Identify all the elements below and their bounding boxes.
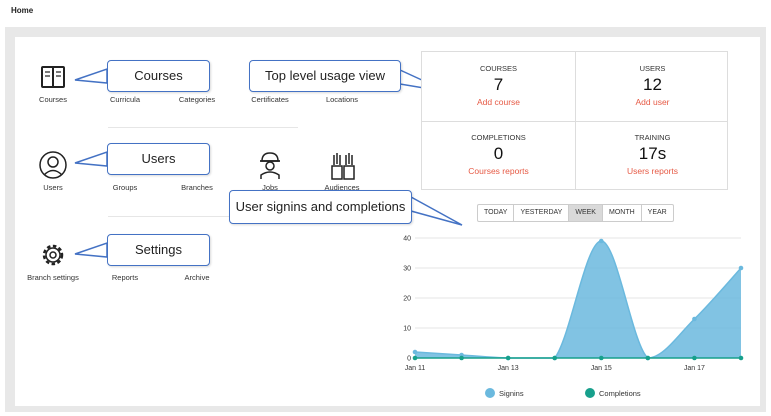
signins-point [412, 349, 418, 355]
divider [108, 216, 236, 217]
signins-point [738, 265, 744, 271]
y-tick-label: 30 [403, 266, 411, 273]
tile-jobs-label: Jobs [262, 183, 278, 192]
tile-groups-label: Groups [112, 183, 138, 192]
stat-courses: COURSES 7 Add course [422, 64, 575, 107]
stat-users-caption: USERS [639, 64, 666, 73]
users-callout: Users [107, 143, 210, 175]
y-tick-label: 20 [403, 296, 411, 303]
completions-point [459, 355, 464, 361]
tile-certificates-label: Certificates [251, 95, 289, 104]
stat-courses-value: 7 [493, 75, 504, 94]
top-bar: Home [0, 0, 771, 26]
signins-legend-swatch [485, 388, 495, 398]
tile-certificates[interactable]: Certificates [225, 60, 315, 104]
stat-training-value: 17s [638, 144, 667, 163]
x-tick-label: Jan 13 [498, 365, 519, 372]
tile-branches[interactable]: Branches [152, 148, 242, 192]
stat-training: TRAINING 17s Users reports [576, 133, 729, 176]
x-tick-label: Jan 11 [405, 365, 426, 372]
hands-raised-icon [331, 153, 355, 180]
tile-archive-label: Archive [184, 273, 210, 282]
range-week-button[interactable]: WEEK [569, 205, 603, 221]
stat-training-caption: TRAINING [634, 133, 671, 142]
signins-completions-chart: 0 10 20 30 40 Jan 11 Jan 13 Jan 15 Jan 17 Signins… [403, 236, 744, 398]
range-month-button[interactable]: MONTH [603, 205, 642, 221]
completions-point [552, 355, 558, 361]
settings-callout-pointer [74, 241, 108, 258]
tile-reports[interactable]: Reports [80, 238, 170, 282]
completions-point [505, 355, 511, 361]
signins-callout-pointer [410, 195, 463, 226]
users-callout-pointer [74, 150, 108, 167]
stat-users-value: 12 [643, 75, 662, 94]
tile-courses-label: Courses [39, 95, 67, 104]
tile-archive[interactable]: Archive [152, 238, 242, 282]
tile-locations-label: Locations [325, 95, 359, 104]
tile-audiences[interactable]: Audiences [297, 148, 387, 192]
completions-point [738, 355, 744, 361]
x-tick-label: Jan 17 [684, 365, 705, 372]
stats-divider-horizontal [422, 121, 727, 122]
page-title: Home [11, 6, 34, 15]
tile-audiences-label: Audiences [324, 183, 360, 192]
worker-icon [260, 152, 280, 179]
add-user-link[interactable]: Add user [635, 97, 670, 107]
completions-point [692, 355, 697, 361]
tile-groups[interactable]: Groups [80, 148, 170, 192]
courses-callout: Courses [107, 60, 210, 92]
signins-callout: User signins and completions [229, 190, 412, 224]
tile-users-label: Users [43, 183, 63, 192]
y-tick-label: 40 [403, 236, 411, 243]
settings-callout: Settings [107, 234, 210, 266]
usage-stats: COURSES 7 Add course USERS 12 Add user C… [421, 51, 728, 190]
signins-line [414, 240, 742, 359]
completions-legend-label: Completions [599, 389, 641, 398]
stat-completions-caption: COMPLETIONS [471, 133, 526, 142]
y-tick-label: 10 [403, 326, 411, 333]
top-level-callout: Top level usage view [249, 60, 401, 92]
tile-branch-settings-label: Branch settings [27, 273, 79, 282]
user-icon [39, 151, 67, 179]
gear-icon [42, 244, 64, 266]
tile-users[interactable]: Users [8, 148, 98, 192]
courses-callout-pointer [74, 67, 108, 84]
stat-courses-caption: COURSES [479, 64, 518, 73]
range-selector: TODAY YESTERDAY WEEK MONTH YEAR [477, 204, 674, 222]
stat-completions-value: 0 [493, 144, 504, 163]
tile-branch-settings[interactable]: Branch settings [8, 238, 98, 282]
stat-completions: COMPLETIONS 0 Courses reports [422, 133, 575, 176]
courses-reports-link[interactable]: Courses reports [468, 166, 529, 176]
tile-categories-label: Categories [178, 95, 216, 104]
tile-jobs[interactable]: Jobs [225, 148, 315, 192]
completions-point [645, 355, 651, 361]
tile-reports-label: Reports [111, 273, 139, 282]
completions-point [598, 355, 604, 361]
users-reports-link[interactable]: Users reports [626, 166, 678, 176]
stat-users: USERS 12 Add user [576, 64, 729, 107]
book-icon [41, 66, 65, 88]
tile-branches-label: Branches [181, 183, 213, 192]
tile-categories[interactable]: Categories [152, 60, 242, 104]
add-course-link[interactable]: Add course [477, 97, 520, 107]
signins-legend-label: Signins [499, 389, 524, 398]
completions-legend-swatch [585, 388, 595, 398]
tile-curricula-label: Curricula [109, 95, 140, 104]
range-yesterday-button[interactable]: YESTERDAY [514, 205, 570, 221]
y-tick-label: 0 [407, 356, 411, 363]
tile-curricula[interactable]: Curricula [80, 60, 170, 104]
tile-locations[interactable]: Locations [297, 60, 387, 104]
signins-area [415, 241, 741, 358]
divider [108, 127, 298, 128]
signins-point [692, 316, 697, 322]
range-year-button[interactable]: YEAR [647, 209, 667, 216]
tile-courses[interactable]: Courses [8, 60, 98, 104]
x-tick-label: Jan 15 [591, 365, 612, 372]
completions-point [412, 355, 418, 361]
signins-point [598, 238, 604, 244]
range-today-button[interactable]: TODAY [478, 205, 515, 221]
stats-divider-vertical [575, 52, 576, 189]
